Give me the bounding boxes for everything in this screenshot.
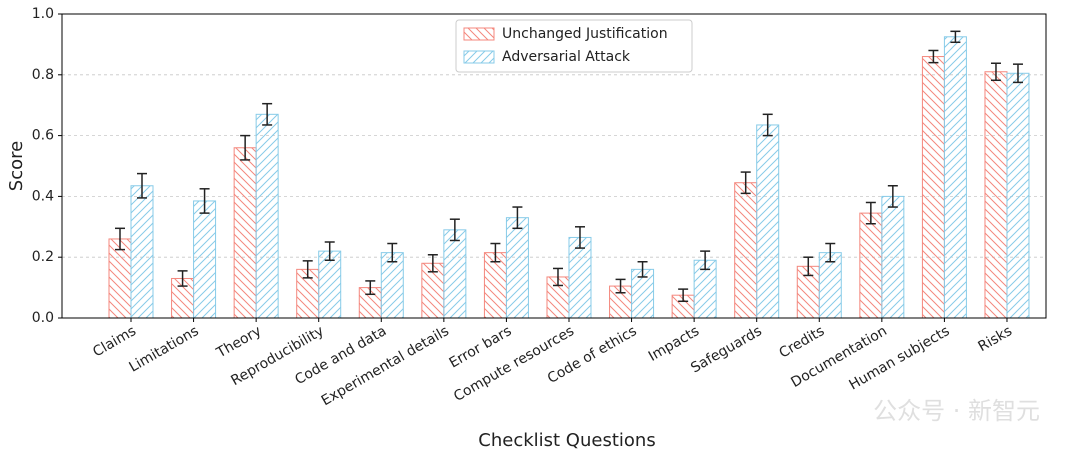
bar <box>859 212 883 319</box>
y-tick-label: 1.0 <box>32 6 54 22</box>
x-tick-label: Compute resources <box>451 323 577 405</box>
error-bar <box>262 102 273 126</box>
error-bar <box>137 172 147 199</box>
error-bar <box>700 250 711 271</box>
error-bar <box>887 185 898 208</box>
legend-swatch <box>463 50 495 64</box>
error-bar <box>990 62 1001 82</box>
error-bar <box>302 260 313 279</box>
bar <box>130 185 154 319</box>
legend-box <box>455 19 693 73</box>
bar <box>568 236 592 319</box>
plot-frame <box>61 13 1047 319</box>
error-bar <box>825 242 836 263</box>
error-bar <box>865 201 876 225</box>
watermark: 公众号 · 新智元 <box>873 397 1040 425</box>
error-bar <box>490 242 501 263</box>
bar <box>943 36 967 319</box>
x-tick-label: Theory <box>213 323 264 362</box>
y-tick-label: 0.0 <box>32 310 54 326</box>
y-tick-label: 0.2 <box>32 249 54 265</box>
error-bar <box>427 254 438 273</box>
error-bar <box>512 206 523 230</box>
y-tick-label: 0.4 <box>32 188 54 204</box>
y-tick-label: 0.6 <box>32 128 54 144</box>
error-bar <box>449 218 460 242</box>
legend-label: Unchanged Justification <box>502 26 668 42</box>
error-bar <box>762 113 773 137</box>
bar <box>318 250 342 319</box>
x-tick-label: Limitations <box>127 323 202 376</box>
bar <box>193 200 217 319</box>
error-bar <box>637 261 648 278</box>
bar <box>984 71 1008 319</box>
bar <box>108 238 132 319</box>
error-bar <box>803 256 814 277</box>
bar <box>921 56 945 319</box>
bar <box>756 124 780 319</box>
error-bar <box>324 241 335 261</box>
bar <box>443 229 467 319</box>
bar <box>734 182 758 319</box>
error-bar <box>177 270 188 287</box>
error-bar <box>552 267 563 287</box>
bar <box>233 147 257 319</box>
error-bar <box>574 226 585 249</box>
bar <box>881 195 905 319</box>
x-axis-title: Checklist Questions <box>478 430 655 451</box>
legend-swatch <box>463 27 495 41</box>
bar <box>1006 72 1030 319</box>
error-bar <box>387 242 398 263</box>
error-bar <box>115 227 125 251</box>
x-tick-label: Credits <box>776 323 827 362</box>
y-axis-title: Score <box>6 141 27 191</box>
error-bar <box>678 288 689 303</box>
y-tick-label: 0.8 <box>32 67 54 83</box>
x-tick-label: Risks <box>976 323 1015 355</box>
error-bar <box>740 171 751 195</box>
bar <box>505 217 529 319</box>
error-bar <box>615 278 626 294</box>
error-bar <box>928 49 939 64</box>
error-bar <box>1012 63 1023 84</box>
error-bar <box>240 134 251 161</box>
error-bar <box>199 188 210 214</box>
error-bar <box>365 280 376 296</box>
error-bar <box>950 30 961 44</box>
x-tick-label: Claims <box>90 323 139 360</box>
bar <box>255 113 279 319</box>
x-tick-label: Safeguards <box>688 323 764 376</box>
legend-label: Adversarial Attack <box>502 49 631 65</box>
